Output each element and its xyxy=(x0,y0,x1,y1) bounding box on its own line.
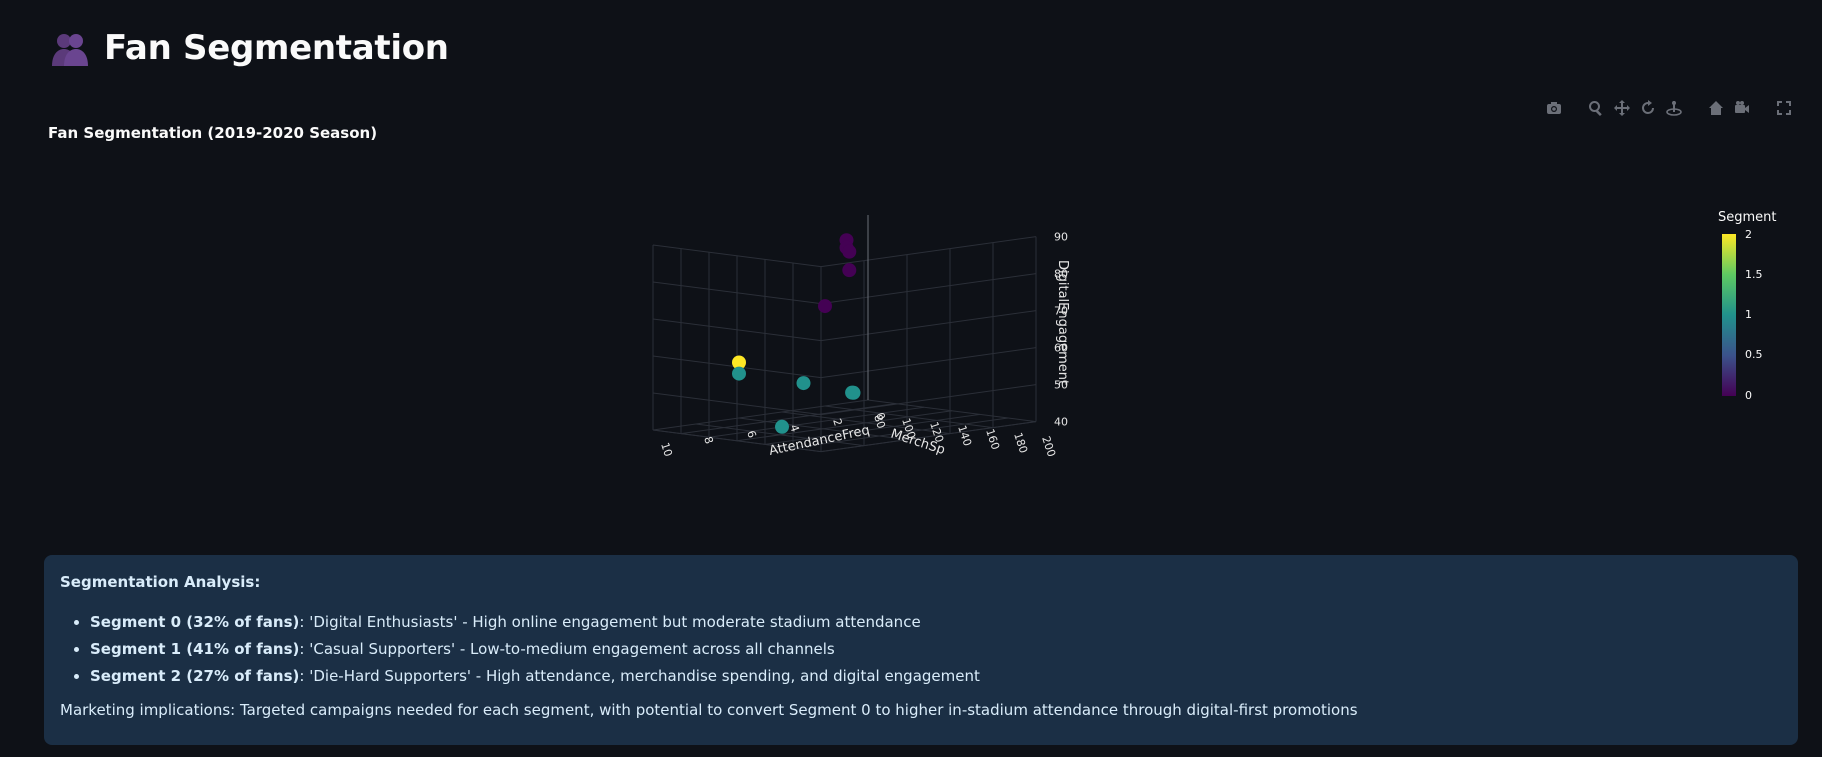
segment-description: : 'Digital Enthusiasts' - High online en… xyxy=(299,613,921,631)
gridline xyxy=(708,406,925,438)
x-tick-label: 0 xyxy=(873,411,888,422)
colorbar xyxy=(1722,234,1736,396)
colorbar-tick: 0 xyxy=(1745,389,1752,402)
page-title: Fan Segmentation xyxy=(50,28,449,68)
y-tick-label: 140 xyxy=(955,424,974,448)
y-tick-label: 200 xyxy=(1039,435,1058,459)
gridline xyxy=(820,236,1037,268)
list-item: Segment 1 (41% of fans): 'Casual Support… xyxy=(90,640,1782,658)
colorbar-tick: 2 xyxy=(1745,228,1752,241)
colorbar-tick: 1 xyxy=(1745,308,1752,321)
chart-title: Fan Segmentation (2019-2020 Season) xyxy=(48,124,378,142)
segmentation-analysis-box: Segmentation Analysis: Segment 0 (32% of… xyxy=(44,555,1798,745)
x-tick-label: 6 xyxy=(744,429,759,440)
gridline xyxy=(820,273,1037,305)
segment-label: Segment 1 (41% of fans) xyxy=(90,640,300,658)
z-tick-label: 70 xyxy=(1054,305,1068,318)
z-tick-label: 80 xyxy=(1054,268,1068,281)
camera-view-icon[interactable] xyxy=(1732,98,1752,118)
data-point xyxy=(732,366,746,381)
x-tick-label: 8 xyxy=(701,435,716,446)
segment-description: : 'Die-Hard Supporters' - High attendanc… xyxy=(299,667,980,685)
data-point xyxy=(846,385,861,400)
gridline xyxy=(680,403,897,435)
x-tick-label: 2 xyxy=(830,417,845,428)
gridline xyxy=(820,310,1037,342)
analysis-title: Segmentation Analysis: xyxy=(60,573,261,591)
gridline xyxy=(764,413,981,445)
data-point xyxy=(796,376,811,391)
turntable-rotation-icon[interactable] xyxy=(1664,98,1684,118)
y-tick-label: 120 xyxy=(927,420,946,444)
colorbar-tick: 0.5 xyxy=(1745,348,1763,361)
gridline xyxy=(652,399,869,431)
x-tick-label: 10 xyxy=(658,441,675,458)
zoom-icon[interactable] xyxy=(1586,98,1606,118)
list-item: Segment 0 (32% of fans): 'Digital Enthus… xyxy=(90,613,1782,631)
data-point xyxy=(732,355,746,370)
page-title-text: Fan Segmentation xyxy=(104,28,449,68)
pan-icon[interactable] xyxy=(1612,98,1632,118)
camera-icon[interactable] xyxy=(1544,98,1564,118)
colorbar-tick: 1.5 xyxy=(1745,268,1763,281)
gridline xyxy=(736,410,953,442)
segment-label: Segment 0 (32% of fans) xyxy=(90,613,300,631)
colorbar-title: Segment xyxy=(1718,210,1777,225)
data-point xyxy=(842,263,857,278)
y-tick-label: 160 xyxy=(983,427,1002,451)
x-tick-label: 4 xyxy=(787,423,802,434)
data-point xyxy=(818,299,832,314)
analysis-list: Segment 0 (32% of fans): 'Digital Enthus… xyxy=(60,613,1782,685)
y-tick-label: 80 xyxy=(871,413,888,430)
data-point xyxy=(842,244,857,259)
gridline xyxy=(820,347,1037,379)
list-item: Segment 2 (27% of fans): 'Die-Hard Suppo… xyxy=(90,667,1782,685)
two-people-silhouette-icon xyxy=(52,34,88,66)
z-tick-label: 50 xyxy=(1054,379,1068,392)
orbit-rotation-icon[interactable] xyxy=(1638,98,1658,118)
gridline xyxy=(820,421,1037,453)
z-axis-title: DigitalEngagement xyxy=(1055,260,1070,385)
y-tick-label: 180 xyxy=(1011,431,1030,455)
data-point xyxy=(775,419,789,434)
z-tick-label: 90 xyxy=(1054,231,1068,244)
gridline xyxy=(792,417,1009,449)
fullscreen-icon[interactable] xyxy=(1774,98,1794,118)
z-tick-label: 40 xyxy=(1054,416,1068,429)
marketing-implications: Marketing implications: Targeted campaig… xyxy=(60,701,1358,719)
segment-label: Segment 2 (27% of fans) xyxy=(90,667,300,685)
y-tick-label: 100 xyxy=(899,417,918,441)
segment-description: : 'Casual Supporters' - Low-to-medium en… xyxy=(299,640,835,658)
z-tick-label: 60 xyxy=(1054,342,1068,355)
home-icon[interactable] xyxy=(1706,98,1726,118)
chart-modebar xyxy=(1544,98,1794,118)
